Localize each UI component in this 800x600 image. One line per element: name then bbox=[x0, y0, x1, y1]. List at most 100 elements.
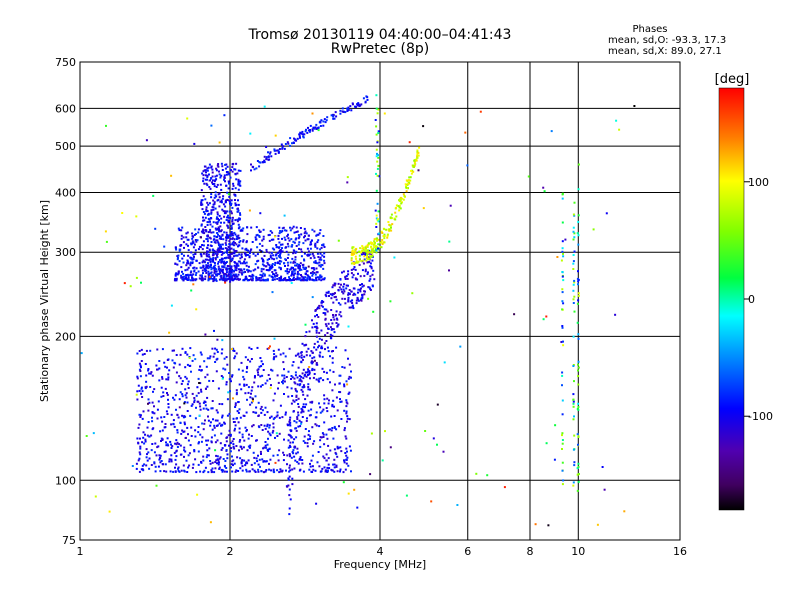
data-point bbox=[221, 165, 224, 168]
data-point bbox=[185, 264, 188, 267]
data-point bbox=[369, 265, 372, 268]
data-point bbox=[257, 454, 259, 457]
data-point bbox=[229, 390, 231, 393]
data-point bbox=[230, 204, 232, 207]
data-point bbox=[209, 462, 212, 465]
data-point bbox=[222, 458, 225, 460]
data-point bbox=[311, 465, 314, 468]
data-point bbox=[374, 241, 376, 244]
data-point bbox=[314, 273, 317, 276]
data-point bbox=[218, 219, 220, 221]
data-point bbox=[299, 136, 301, 139]
data-point bbox=[344, 302, 347, 305]
data-point bbox=[376, 112, 379, 115]
data-point bbox=[305, 419, 308, 422]
data-point bbox=[394, 218, 397, 221]
data-point bbox=[413, 166, 415, 168]
data-point bbox=[342, 111, 345, 113]
data-point bbox=[263, 274, 266, 277]
data-point bbox=[368, 286, 371, 289]
data-point bbox=[215, 268, 218, 271]
data-point bbox=[273, 471, 276, 474]
data-point bbox=[315, 325, 318, 328]
data-point bbox=[388, 228, 391, 231]
data-point bbox=[254, 411, 257, 414]
data-point bbox=[167, 444, 170, 447]
data-point bbox=[350, 272, 353, 275]
data-point bbox=[226, 165, 229, 168]
data-point bbox=[259, 212, 262, 215]
data-point bbox=[177, 254, 180, 257]
data-point bbox=[200, 224, 203, 227]
data-point bbox=[206, 250, 208, 253]
data-point bbox=[297, 425, 300, 428]
data-point bbox=[254, 263, 257, 266]
data-point bbox=[139, 437, 141, 440]
data-point bbox=[355, 257, 358, 260]
data-point bbox=[301, 133, 304, 136]
data-point bbox=[277, 234, 280, 237]
data-point bbox=[238, 241, 241, 244]
data-point bbox=[295, 250, 298, 253]
data-point bbox=[573, 250, 576, 253]
data-point bbox=[339, 278, 342, 280]
data-point bbox=[223, 178, 225, 181]
data-point bbox=[261, 274, 264, 277]
data-point bbox=[388, 229, 391, 232]
data-point bbox=[618, 128, 621, 131]
data-point bbox=[234, 202, 237, 205]
data-point bbox=[301, 410, 304, 413]
data-point bbox=[256, 253, 259, 256]
data-point bbox=[331, 113, 334, 116]
data-point bbox=[333, 282, 336, 285]
data-point bbox=[369, 473, 372, 476]
data-point bbox=[376, 152, 378, 155]
data-point bbox=[220, 432, 223, 435]
data-point bbox=[235, 263, 238, 266]
data-point bbox=[212, 253, 215, 256]
data-point bbox=[317, 239, 320, 242]
data-point bbox=[330, 429, 333, 432]
data-point bbox=[271, 275, 274, 278]
data-point bbox=[316, 307, 319, 310]
data-point bbox=[416, 155, 419, 158]
data-point bbox=[197, 463, 200, 466]
data-point bbox=[131, 465, 134, 467]
data-point bbox=[271, 369, 274, 372]
data-point bbox=[209, 187, 212, 190]
data-point bbox=[286, 272, 289, 275]
data-point bbox=[181, 380, 184, 383]
data-point bbox=[241, 459, 244, 462]
data-point bbox=[166, 392, 168, 394]
data-point bbox=[288, 475, 291, 478]
data-point bbox=[297, 405, 300, 408]
data-point bbox=[289, 424, 292, 427]
data-point bbox=[344, 349, 347, 352]
data-point bbox=[207, 454, 210, 457]
data-point bbox=[346, 176, 349, 179]
data-point bbox=[230, 265, 233, 268]
data-point bbox=[335, 465, 338, 468]
data-point bbox=[159, 430, 162, 433]
data-point bbox=[209, 223, 212, 226]
data-point bbox=[320, 470, 323, 473]
data-point bbox=[208, 173, 210, 176]
data-point bbox=[160, 440, 162, 442]
data-point bbox=[270, 155, 273, 158]
data-point bbox=[326, 116, 329, 119]
data-point bbox=[332, 437, 335, 440]
data-point bbox=[178, 249, 181, 252]
data-point bbox=[311, 128, 314, 131]
data-point bbox=[432, 437, 435, 440]
data-point bbox=[276, 454, 279, 457]
data-point bbox=[215, 239, 218, 242]
data-point bbox=[273, 337, 276, 340]
data-point bbox=[207, 212, 210, 215]
data-point bbox=[311, 454, 314, 457]
data-point bbox=[105, 240, 108, 243]
data-point bbox=[222, 247, 225, 250]
data-point bbox=[345, 284, 348, 287]
data-point bbox=[298, 278, 301, 281]
data-point bbox=[225, 219, 228, 221]
